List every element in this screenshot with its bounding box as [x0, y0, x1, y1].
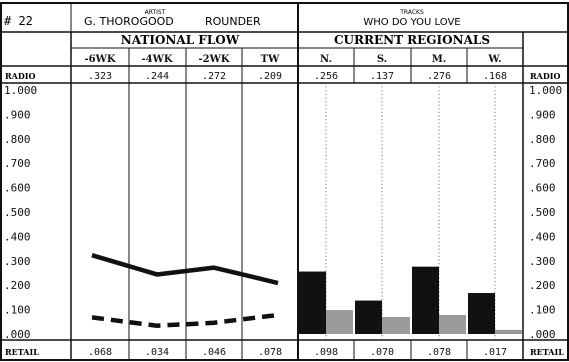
chart-labels: 1.000 1.000 .900 .900 .800 .800 .700 .700 .600 .6… [4, 54, 562, 358]
y-tick-label-right: .200 [529, 279, 556, 292]
national-radio-value: .244 [145, 71, 169, 82]
radio-trend-line [91, 253, 279, 286]
chart-rank: # 22 [4, 14, 33, 28]
y-tick-label-right: .900 [529, 108, 556, 121]
y-tick-label-right: .700 [529, 157, 556, 170]
y-tick-label-right: .500 [529, 206, 556, 219]
regional-category-label: N. [320, 54, 332, 65]
national-category-label: -4WK [141, 54, 172, 65]
record-label: ROUNDER [205, 15, 261, 28]
regional-radio-bar [355, 300, 382, 334]
y-tick-label: .100 [4, 304, 31, 317]
national-category-label: TW [261, 54, 280, 65]
y-tick-label: .600 [4, 182, 31, 195]
retail-row-label-right: RETAIL [530, 347, 564, 357]
regional-radio-bar [468, 293, 495, 334]
regional-retail-value: .078 [427, 347, 451, 358]
regional-category-label: W. [487, 54, 501, 65]
national-category-label: -6WK [84, 54, 115, 65]
retail-row-label: RETAIL [5, 347, 39, 357]
y-tick-label: .000 [4, 328, 31, 341]
track-title: WHO DO YOU LOVE [363, 17, 460, 28]
y-tick-label: 1.000 [4, 84, 37, 97]
regional-category-label: S. [377, 54, 387, 65]
y-tick-label: .400 [4, 230, 31, 243]
y-tick-label-right: .400 [529, 230, 556, 243]
regional-radio-value: .137 [370, 71, 394, 82]
artist-caption: ARTIST [145, 9, 166, 16]
artist-name: G. THOROGOOD [84, 15, 174, 28]
national-radio-value: .272 [202, 71, 226, 82]
national-radio-value: .323 [88, 71, 112, 82]
regional-radio-value: .256 [314, 71, 338, 82]
regional-radio-value: .276 [427, 71, 451, 82]
y-tick-label-right: .300 [529, 255, 556, 268]
national-retail-value: .034 [145, 347, 169, 358]
retail-trend-line [91, 312, 279, 328]
y-tick-label: .800 [4, 133, 31, 146]
national-retail-value: .068 [88, 347, 112, 358]
y-tick-label: .900 [4, 108, 31, 121]
national-retail-value: .046 [202, 347, 226, 358]
y-tick-label-right: .000 [529, 328, 556, 341]
regional-radio-bar [299, 271, 326, 334]
national-category-label: -2WK [198, 54, 229, 65]
current-regionals-title: CURRENT REGIONALS [334, 33, 490, 47]
regional-radio-bar [412, 266, 439, 334]
chart-marks [91, 253, 522, 334]
radio-row-label: RADIO [5, 71, 36, 81]
national-retail-value: .078 [258, 347, 282, 358]
y-tick-label: .200 [4, 279, 31, 292]
national-radio-value: .209 [258, 71, 282, 82]
regional-category-label: M. [432, 54, 447, 65]
radio-row-label-right: RADIO [530, 71, 561, 81]
y-tick-label-right: .600 [529, 182, 556, 195]
y-tick-label: .500 [4, 206, 31, 219]
y-tick-label-right: .100 [529, 304, 556, 317]
regional-retail-value: .070 [370, 347, 394, 358]
regional-radio-value: .168 [483, 71, 507, 82]
y-tick-label-right: .800 [529, 133, 556, 146]
regional-retail-value: .017 [483, 347, 507, 358]
regional-retail-value: .098 [314, 347, 338, 358]
y-tick-label: .700 [4, 157, 31, 170]
national-flow-title: NATIONAL FLOW [121, 33, 240, 47]
y-tick-label: .300 [4, 255, 31, 268]
tracks-caption: TRACKS [399, 9, 424, 16]
y-tick-label-right: 1.000 [529, 84, 562, 97]
